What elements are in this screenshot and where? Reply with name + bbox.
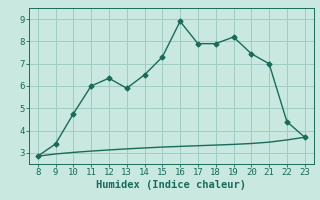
X-axis label: Humidex (Indice chaleur): Humidex (Indice chaleur) <box>96 180 246 190</box>
